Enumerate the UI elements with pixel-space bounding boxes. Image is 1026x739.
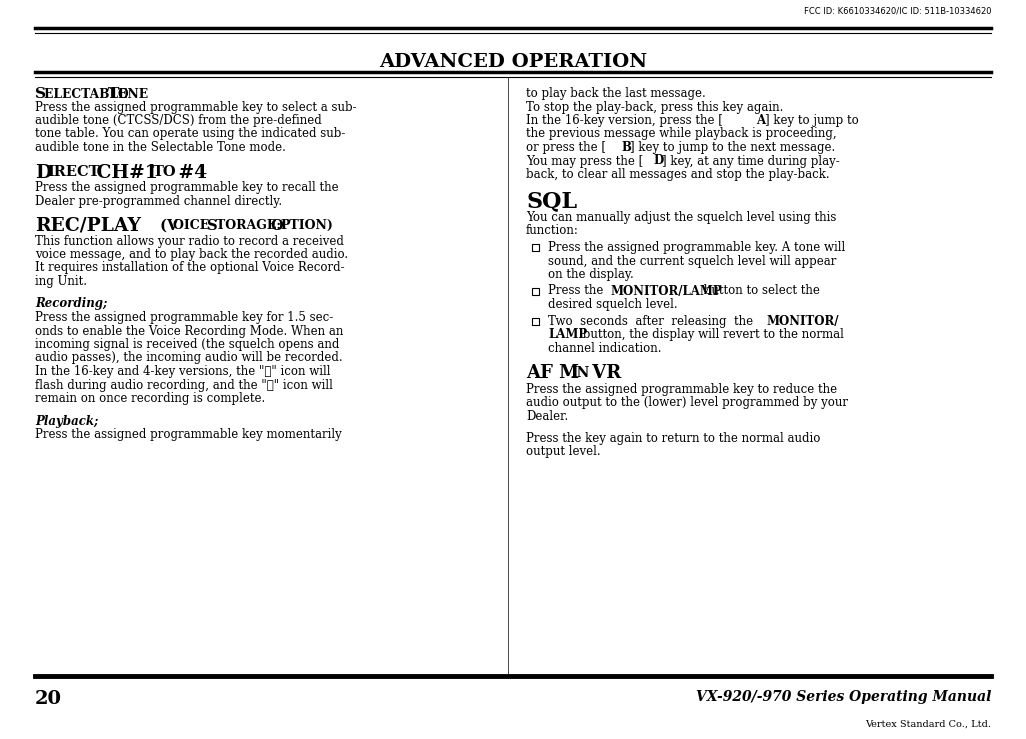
- Text: AF M: AF M: [526, 364, 579, 382]
- Text: IRECT: IRECT: [47, 166, 100, 180]
- Text: ] key to jump to the next message.: ] key to jump to the next message.: [630, 141, 835, 154]
- Text: O: O: [270, 219, 283, 233]
- Text: SQL: SQL: [526, 191, 577, 213]
- Text: D: D: [653, 154, 663, 168]
- Text: ADVANCED OPERATION: ADVANCED OPERATION: [379, 53, 647, 71]
- Text: ] key, at any time during play-: ] key, at any time during play-: [662, 154, 839, 168]
- Text: the previous message while playback is proceeding,: the previous message while playback is p…: [526, 128, 836, 140]
- Text: MONITOR/LAMP: MONITOR/LAMP: [610, 285, 721, 298]
- Text: Press the assigned programmable key to reduce the: Press the assigned programmable key to r…: [526, 383, 837, 395]
- Text: OICE: OICE: [173, 219, 213, 232]
- Text: TO: TO: [153, 166, 176, 180]
- Text: on the display.: on the display.: [548, 268, 634, 281]
- Text: CH#1: CH#1: [90, 163, 164, 182]
- Text: Recording;: Recording;: [35, 298, 108, 310]
- Text: output level.: output level.: [526, 446, 600, 458]
- Text: desired squelch level.: desired squelch level.: [548, 298, 677, 311]
- Text: ing Unit.: ing Unit.: [35, 275, 87, 288]
- Text: audio output to the (lower) level programmed by your: audio output to the (lower) level progra…: [526, 396, 849, 409]
- Bar: [532, 287, 539, 295]
- Text: channel indication.: channel indication.: [548, 341, 662, 355]
- Text: voice message, and to play back the recorded audio.: voice message, and to play back the reco…: [35, 248, 348, 261]
- Text: ONE: ONE: [117, 88, 148, 101]
- Text: or press the [: or press the [: [526, 141, 606, 154]
- Text: sound, and the current squelch level will appear: sound, and the current squelch level wil…: [548, 254, 836, 268]
- Text: Press the assigned programmable key to select a sub-: Press the assigned programmable key to s…: [35, 101, 357, 114]
- Text: back, to clear all messages and stop the play-back.: back, to clear all messages and stop the…: [526, 168, 830, 181]
- Text: A: A: [756, 114, 765, 127]
- Text: Vertex Standard Co., Ltd.: Vertex Standard Co., Ltd.: [865, 720, 991, 729]
- Text: 20: 20: [35, 690, 62, 708]
- Text: remain on once recording is complete.: remain on once recording is complete.: [35, 392, 266, 405]
- Text: audio passes), the incoming audio will be recorded.: audio passes), the incoming audio will b…: [35, 352, 343, 364]
- Text: TORAGE:: TORAGE:: [216, 219, 285, 232]
- Text: You may press the [: You may press the [: [526, 154, 643, 168]
- Bar: [532, 318, 539, 324]
- Text: ] key to jump to: ] key to jump to: [765, 114, 859, 127]
- Text: It requires installation of the optional Voice Record-: It requires installation of the optional…: [35, 262, 345, 274]
- Text: This function allows your radio to record a received: This function allows your radio to recor…: [35, 234, 344, 248]
- Text: Dealer.: Dealer.: [526, 409, 568, 423]
- Text: flash during audio recording, and the "✉" icon will: flash during audio recording, and the "✉…: [35, 378, 332, 392]
- Text: Press the key again to return to the normal audio: Press the key again to return to the nor…: [526, 432, 821, 445]
- Text: incoming signal is received (the squelch opens and: incoming signal is received (the squelch…: [35, 338, 340, 351]
- Text: LAMP: LAMP: [548, 328, 587, 341]
- Text: Press the assigned programmable key momentarily: Press the assigned programmable key mome…: [35, 428, 342, 441]
- Bar: [532, 244, 539, 251]
- Text: You can manually adjust the squelch level using this: You can manually adjust the squelch leve…: [526, 211, 836, 224]
- Text: to play back the last message.: to play back the last message.: [526, 87, 706, 100]
- Text: ELECTABLE: ELECTABLE: [44, 88, 131, 101]
- Text: VR: VR: [586, 364, 622, 382]
- Text: VX-920/-970 Series Operating Manual: VX-920/-970 Series Operating Manual: [696, 690, 991, 704]
- Text: button, the display will revert to the normal: button, the display will revert to the n…: [579, 328, 843, 341]
- Text: To stop the play-back, press this key again.: To stop the play-back, press this key ag…: [526, 101, 784, 114]
- Text: IN: IN: [570, 366, 589, 380]
- Text: audible tone in the Selectable Tone mode.: audible tone in the Selectable Tone mode…: [35, 141, 286, 154]
- Text: FCC ID: K6610334620/IC ID: 511B-10334620: FCC ID: K6610334620/IC ID: 511B-10334620: [803, 7, 991, 16]
- Text: Two  seconds  after  releasing  the: Two seconds after releasing the: [548, 315, 757, 327]
- Text: Press the assigned programmable key to recall the: Press the assigned programmable key to r…: [35, 181, 339, 194]
- Text: Press the assigned programmable key for 1.5 sec-: Press the assigned programmable key for …: [35, 311, 333, 324]
- Text: function:: function:: [526, 225, 579, 237]
- Text: (V: (V: [155, 219, 179, 233]
- Text: Playback;: Playback;: [35, 415, 98, 427]
- Text: Dealer pre-programmed channel directly.: Dealer pre-programmed channel directly.: [35, 194, 282, 208]
- Text: button to select the: button to select the: [700, 285, 820, 298]
- Text: In the 16-key version, press the [: In the 16-key version, press the [: [526, 114, 723, 127]
- Text: In the 16-key and 4-key versions, the "✉" icon will: In the 16-key and 4-key versions, the "✉…: [35, 365, 330, 378]
- Text: S: S: [35, 87, 46, 101]
- Text: REC/PLAY: REC/PLAY: [35, 217, 141, 235]
- Text: Press the: Press the: [548, 285, 607, 298]
- Text: S: S: [207, 219, 218, 233]
- Text: MONITOR/: MONITOR/: [766, 315, 838, 327]
- Text: Press the assigned programmable key. A tone will: Press the assigned programmable key. A t…: [548, 241, 845, 254]
- Text: onds to enable the Voice Recording Mode. When an: onds to enable the Voice Recording Mode.…: [35, 324, 344, 338]
- Text: PTION): PTION): [280, 219, 332, 232]
- Text: #4: #4: [172, 163, 207, 182]
- Text: B: B: [621, 141, 631, 154]
- Text: T: T: [108, 87, 119, 101]
- Text: audible tone (CTCSS/DCS) from the pre-defined: audible tone (CTCSS/DCS) from the pre-de…: [35, 114, 322, 127]
- Text: tone table. You can operate using the indicated sub-: tone table. You can operate using the in…: [35, 128, 346, 140]
- Text: D: D: [35, 163, 51, 182]
